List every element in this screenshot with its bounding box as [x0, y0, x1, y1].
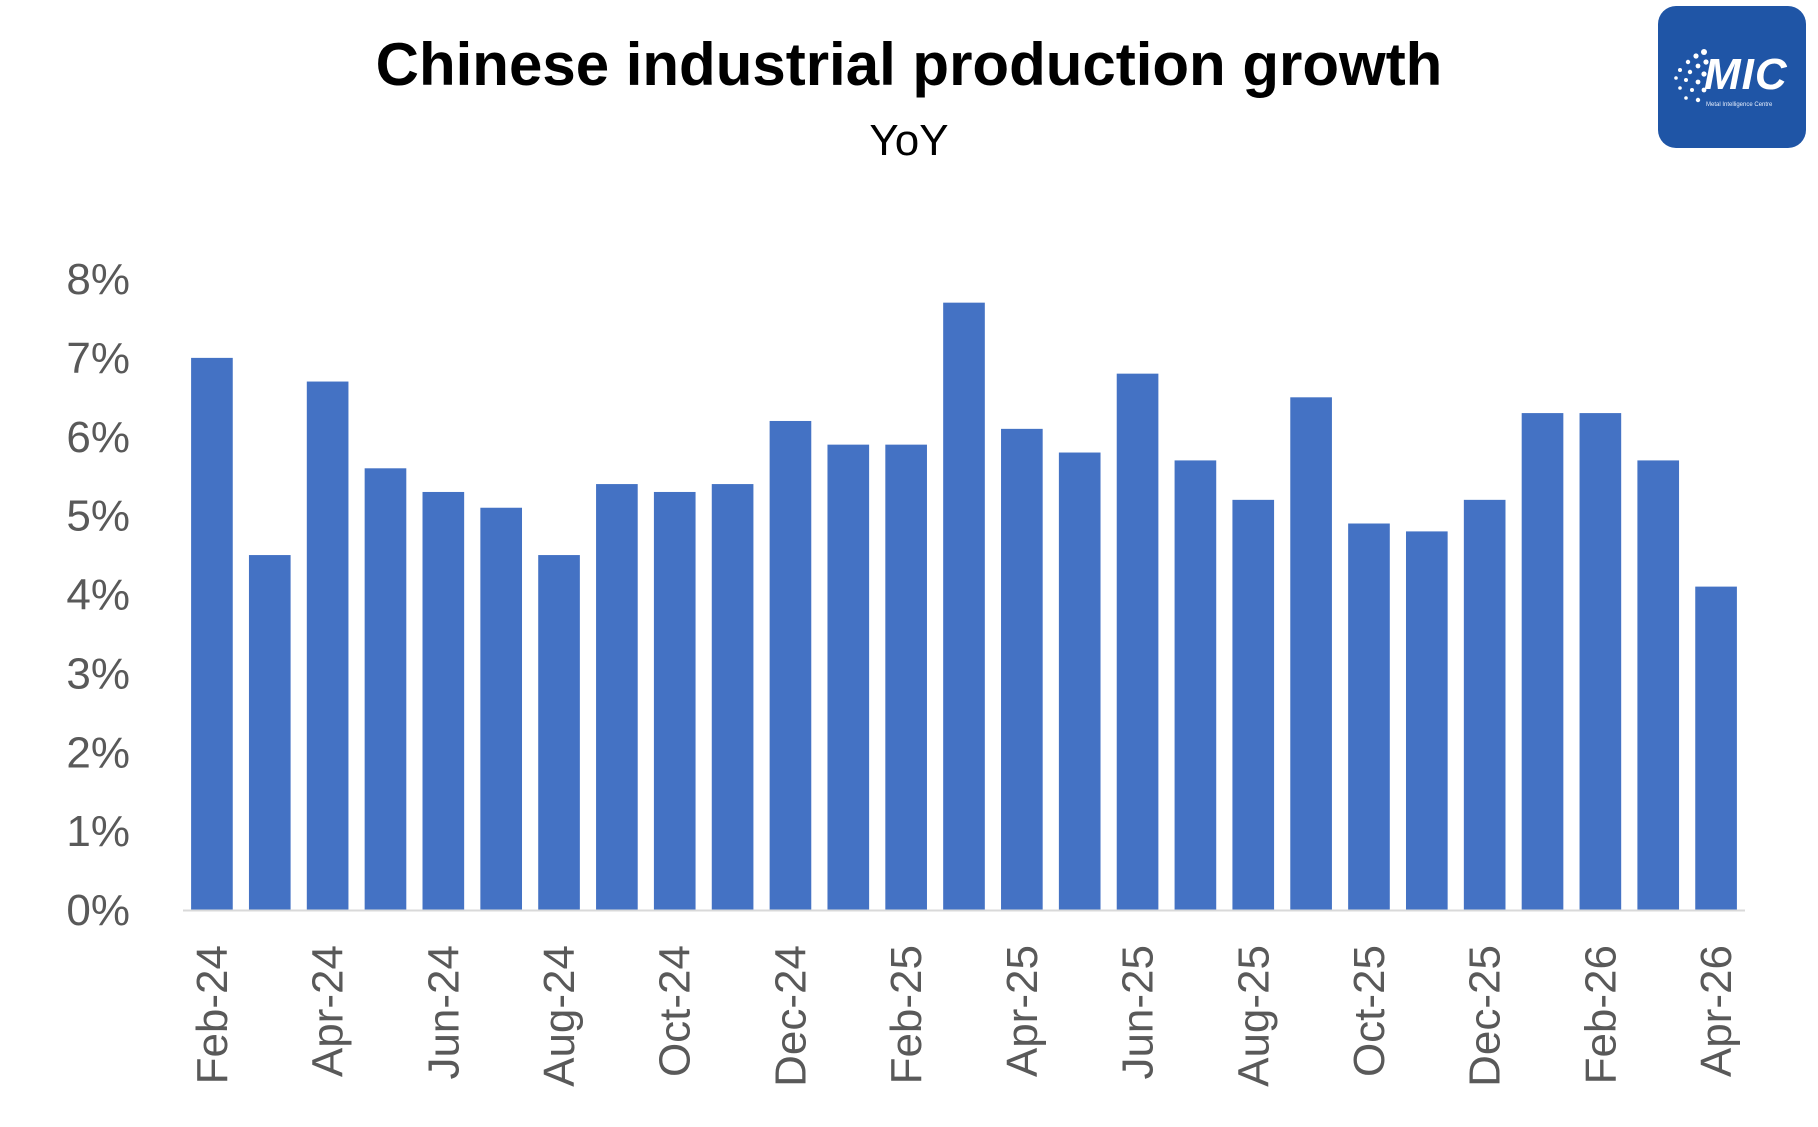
y-tick-label: 7%	[66, 334, 130, 383]
y-tick-label: 8%	[66, 255, 130, 304]
bar-Feb-26	[1579, 413, 1622, 910]
y-tick-label: 1%	[66, 807, 130, 856]
chart-title: Chinese industrial production growth	[375, 31, 1443, 98]
x-tick-label: Apr-24	[304, 945, 353, 1077]
bar-May-24	[364, 468, 407, 910]
y-tick-label: 2%	[66, 728, 130, 777]
bar-Dec-24	[769, 420, 812, 910]
bar-Apr-24	[306, 381, 349, 910]
bar-Sep-24	[596, 484, 638, 910]
y-tick-label: 6%	[66, 413, 130, 462]
x-tick-label: Feb-24	[188, 945, 237, 1084]
bar-Apr-26	[1695, 586, 1737, 910]
x-tick-label: Oct-24	[651, 945, 700, 1077]
bar-Jan-26	[1521, 413, 1564, 910]
bar-Aug-24	[538, 555, 580, 910]
bar-Apr-25	[1001, 428, 1043, 910]
bar-Jan-25	[827, 444, 870, 910]
bar-Mar-25	[943, 302, 985, 910]
x-tick-label: Oct-25	[1345, 945, 1394, 1077]
x-tick-label: Dec-25	[1461, 945, 1510, 1087]
x-tick-label: Jun-25	[1114, 945, 1163, 1080]
y-tick-label: 5%	[66, 492, 130, 541]
logo-text: MIC	[1704, 50, 1788, 99]
x-tick-label: Apr-26	[1692, 945, 1741, 1077]
logo-dots-icon	[1674, 49, 1709, 103]
x-tick-label: Feb-26	[1576, 945, 1625, 1084]
y-tick-label: 0%	[66, 886, 130, 935]
bar-Jul-25	[1174, 460, 1217, 910]
logo-subtext: Metal Intelligence Centre	[1706, 102, 1773, 108]
x-tick-label: Dec-24	[766, 945, 815, 1087]
bar-Nov-24	[711, 484, 754, 910]
mic-logo: MIC Metal Intelligence Centre	[1658, 6, 1806, 148]
bar-Jun-25	[1116, 373, 1159, 910]
bar-Nov-25	[1405, 531, 1448, 910]
x-tick-label: Apr-25	[998, 945, 1047, 1077]
y-tick-label: 3%	[66, 649, 130, 698]
chart-subtitle: YoY	[869, 116, 949, 165]
x-tick-label: Aug-24	[535, 945, 584, 1087]
bar-Aug-25	[1232, 499, 1275, 910]
bar-Jul-24	[480, 507, 523, 910]
bar-May-25	[1058, 452, 1101, 910]
y-tick-label: 4%	[66, 571, 130, 620]
bar-Jun-24	[422, 491, 465, 910]
bar-Sep-25	[1290, 397, 1332, 910]
bar-Mar-26	[1637, 460, 1680, 910]
bar-Mar-24	[248, 555, 291, 910]
bar-Oct-25	[1348, 523, 1390, 910]
x-tick-label: Aug-25	[1229, 945, 1278, 1087]
bar-Oct-24	[653, 491, 696, 910]
bar-Feb-24	[191, 357, 233, 911]
x-tick-label: Feb-25	[882, 945, 931, 1084]
x-tick-label: Jun-24	[419, 945, 468, 1080]
bar-Dec-25	[1463, 499, 1506, 910]
bar-Feb-25	[885, 444, 927, 910]
